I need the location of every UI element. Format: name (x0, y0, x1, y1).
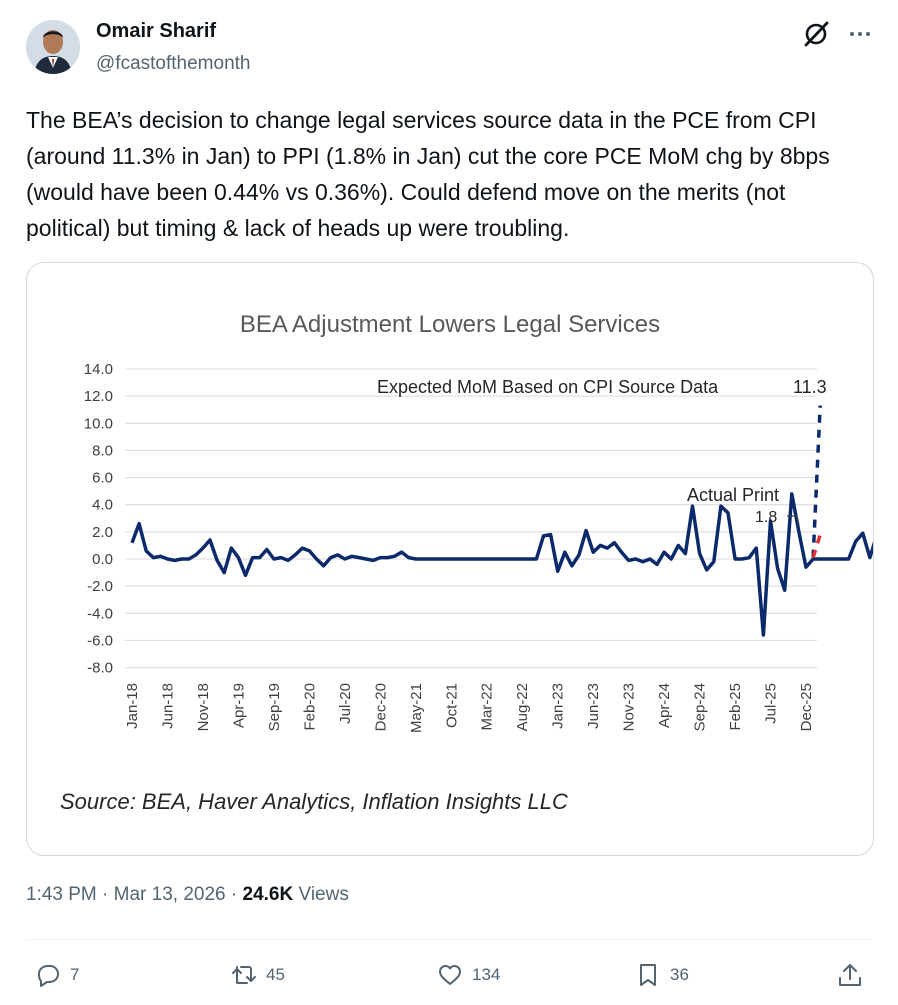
divider (26, 939, 872, 940)
like-button[interactable]: 134 (436, 960, 500, 990)
x-tick-label: May-21 (408, 683, 425, 733)
repost-icon (232, 966, 256, 984)
y-tick-label: -2.0 (87, 578, 113, 595)
reply-count: 7 (70, 965, 80, 984)
x-tick-label: Sep-19 (266, 683, 283, 731)
x-tick-label: Nov-18 (195, 683, 212, 731)
tweet-meta: 1:43 PM · Mar 13, 2026 · 24.6K Views (26, 884, 349, 906)
like-count: 134 (472, 965, 501, 984)
author-handle[interactable]: @fcastofthemonth (96, 53, 251, 74)
chart-card[interactable]: BEA Adjustment Lowers Legal Services 14.… (26, 262, 874, 856)
y-tick-label: -4.0 (87, 605, 113, 622)
y-tick-label: 12.0 (84, 388, 113, 405)
x-tick-label: Aug-22 (514, 683, 531, 731)
chart-source: Source: BEA, Haver Analytics, Inflation … (60, 789, 568, 814)
x-tick-label: Jan-23 (550, 683, 567, 729)
series-line (130, 492, 873, 637)
views-label: Views (298, 884, 349, 905)
y-tick-label: 10.0 (84, 415, 113, 432)
x-tick-label: Mar-22 (479, 683, 496, 731)
y-tick-label: 14.0 (84, 361, 113, 378)
bookmark-button[interactable]: 36 (634, 960, 689, 990)
x-tick-label: Apr-19 (230, 683, 247, 728)
tweet-time[interactable]: 1:43 PM (26, 884, 97, 905)
y-tick-label: -8.0 (87, 660, 113, 677)
avatar-image (26, 20, 80, 74)
tweet-date[interactable]: Mar 13, 2026 (113, 884, 226, 905)
x-tick-label: Jun-18 (159, 683, 176, 729)
y-tick-label: 2.0 (92, 524, 113, 541)
annotation-label: 1.8 (755, 509, 777, 526)
avatar[interactable] (26, 20, 80, 74)
x-tick-label: Dec-20 (372, 683, 389, 731)
annotation-label: Expected MoM Based on CPI Source Data (377, 377, 719, 397)
x-tick-label: Jul-20 (337, 683, 354, 724)
annotation-leader (787, 515, 800, 526)
y-tick-label: -6.0 (87, 632, 113, 649)
x-tick-label: Jan-18 (124, 683, 141, 729)
repost-count: 45 (266, 965, 285, 984)
y-tick-label: 8.0 (92, 442, 113, 459)
views-count: 24.6K (242, 884, 294, 905)
share-button[interactable] (836, 960, 864, 990)
chart: 14.0 12.0 10.0 8.0 6.0 4.0 2.0 0.0 -2.0 -4.0 -6.0 -… (84, 361, 873, 733)
tweet-text: The BEA’s decision to change legal servi… (26, 107, 830, 241)
x-tick-label: Nov-23 (621, 683, 638, 731)
x-tick-label: Feb-25 (727, 683, 744, 731)
reply-button[interactable]: 7 (34, 960, 79, 990)
actual-series-line (811, 534, 822, 559)
x-tick-label: Sep-24 (692, 683, 709, 731)
x-tick-label: Oct-21 (443, 683, 460, 728)
grok-icon[interactable] (802, 20, 830, 48)
x-tick-label: Jun-23 (585, 683, 602, 729)
x-tick-label: Jul-25 (763, 683, 780, 724)
annotation-label: 11.3 (793, 377, 827, 397)
expected-series-line (811, 405, 822, 558)
y-tick-label: 4.0 (92, 497, 113, 514)
share-icon (839, 964, 861, 986)
chart-title: BEA Adjustment Lowers Legal Services (239, 311, 661, 338)
meta-separator: · (102, 884, 114, 905)
more-icon[interactable] (846, 20, 874, 48)
y-tick-label: 6.0 (92, 470, 113, 487)
bookmark-count: 36 (670, 965, 689, 984)
bookmark-icon (640, 964, 656, 986)
x-tick-label: Apr-24 (656, 683, 673, 728)
reply-icon (38, 965, 59, 987)
annotation-label: Actual Print (687, 485, 779, 505)
like-icon (439, 965, 461, 985)
author-name[interactable]: Omair Sharif (96, 20, 217, 42)
x-tick-label: Dec-25 (798, 683, 815, 731)
repost-button[interactable]: 45 (230, 960, 285, 990)
y-tick-label: 0.0 (92, 551, 113, 568)
meta-separator: · (230, 884, 243, 905)
x-tick-label: Feb-20 (301, 683, 318, 731)
